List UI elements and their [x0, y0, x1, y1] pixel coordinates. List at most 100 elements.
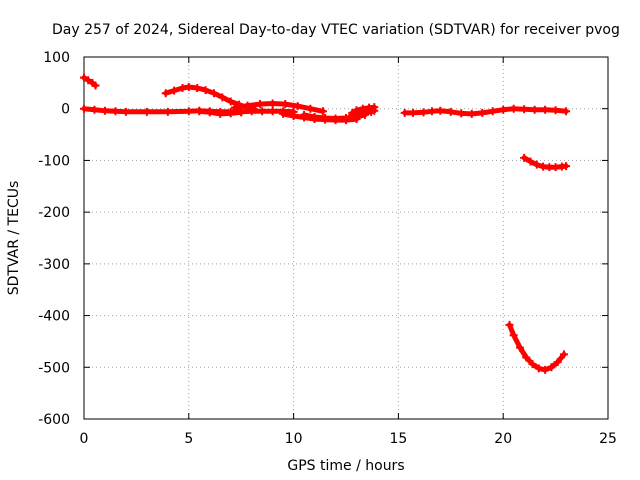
data-point: [205, 108, 214, 117]
data-point: [520, 153, 529, 162]
y-tick-label: -400: [38, 309, 70, 325]
x-tick-label: 15: [389, 431, 407, 447]
data-point: [121, 107, 130, 116]
data-point: [467, 109, 476, 118]
data-point: [100, 106, 109, 115]
data-point: [532, 160, 541, 169]
data-point: [446, 107, 455, 116]
data-point: [170, 86, 179, 95]
data-point: [193, 84, 202, 93]
data-point: [230, 103, 239, 112]
data-point: [243, 101, 252, 110]
series-trace: [507, 322, 567, 373]
data-point: [80, 104, 88, 113]
data-point: [342, 114, 350, 123]
data-series: [230, 99, 327, 116]
data-point: [281, 100, 290, 109]
data-point: [226, 109, 235, 118]
data-point: [216, 109, 225, 118]
data-point: [289, 111, 298, 120]
data-point: [111, 107, 120, 116]
data-point: [526, 157, 535, 166]
x-axis-label: GPS time / hours: [287, 458, 404, 474]
data-point: [163, 107, 172, 116]
data-point: [488, 107, 497, 116]
data-point: [237, 108, 246, 117]
data-point: [293, 102, 302, 111]
data-point: [268, 99, 277, 108]
data-point: [184, 82, 193, 91]
y-tick-label: -100: [38, 153, 70, 169]
data-series: [80, 73, 100, 90]
data-point: [218, 93, 227, 102]
data-point: [348, 110, 357, 119]
data-series: [80, 104, 298, 116]
data-series: [520, 153, 571, 172]
data-point: [409, 108, 418, 117]
data-series: [195, 107, 246, 118]
data-point: [178, 84, 187, 93]
x-tick-label: 20: [494, 431, 512, 447]
series-trace: [81, 75, 98, 88]
data-point: [559, 350, 568, 359]
data-point: [530, 105, 539, 114]
data-point: [300, 110, 309, 119]
axis-ticks: 0 5 10 15 20 25 100 0 -100 -200 -300 -400 -500 -600: [38, 50, 617, 447]
data-point: [419, 108, 428, 117]
x-tick-label: 0: [80, 431, 89, 447]
y-tick-label: -600: [38, 412, 70, 428]
data-point: [310, 112, 319, 121]
data-point: [509, 331, 518, 340]
y-tick-label: 0: [61, 102, 70, 118]
data-point: [142, 107, 151, 116]
x-tick-label: 10: [285, 431, 303, 447]
data-point: [258, 107, 267, 116]
x-tick-label: 5: [184, 431, 193, 447]
chart-title: Day 257 of 2024, Sidereal Day-to-day VTE…: [52, 22, 620, 38]
y-axis-label: SDTVAR / TECUs: [6, 181, 22, 296]
data-point: [522, 353, 531, 362]
y-tick-label: -200: [38, 205, 70, 221]
data-point: [80, 73, 88, 82]
plot-frame: [83, 56, 609, 420]
data-point: [553, 358, 562, 367]
data-point: [201, 86, 210, 95]
data-point: [400, 108, 409, 117]
y-tick-label: -500: [38, 360, 70, 376]
data-point: [499, 105, 508, 114]
data-point: [226, 97, 235, 106]
data-series: [300, 110, 369, 123]
data-point: [547, 363, 556, 372]
data-point: [562, 162, 571, 171]
data-layer: [80, 73, 571, 374]
data-point: [354, 109, 363, 118]
data-point: [505, 320, 514, 329]
data-series: [348, 106, 379, 119]
data-point: [279, 109, 288, 118]
data-point: [457, 109, 466, 118]
data-point: [436, 106, 445, 115]
data-point: [306, 104, 315, 113]
data-point: [195, 107, 204, 116]
data-point: [562, 107, 571, 116]
data-series: [505, 320, 568, 374]
data-point: [209, 89, 218, 98]
data-point: [256, 100, 265, 109]
data-point: [528, 360, 537, 369]
data-point: [541, 365, 550, 374]
data-point: [520, 105, 529, 114]
data-point: [184, 107, 193, 116]
data-point: [321, 114, 330, 123]
data-point: [509, 104, 518, 113]
y-tick-label: 100: [43, 50, 70, 66]
y-tick-label: -300: [38, 257, 70, 273]
data-point: [478, 108, 487, 117]
data-point: [534, 364, 543, 373]
data-point: [551, 106, 560, 115]
data-point: [370, 106, 379, 115]
data-series: [400, 104, 571, 118]
data-point: [91, 81, 100, 90]
data-point: [515, 343, 524, 352]
data-point: [360, 108, 369, 117]
